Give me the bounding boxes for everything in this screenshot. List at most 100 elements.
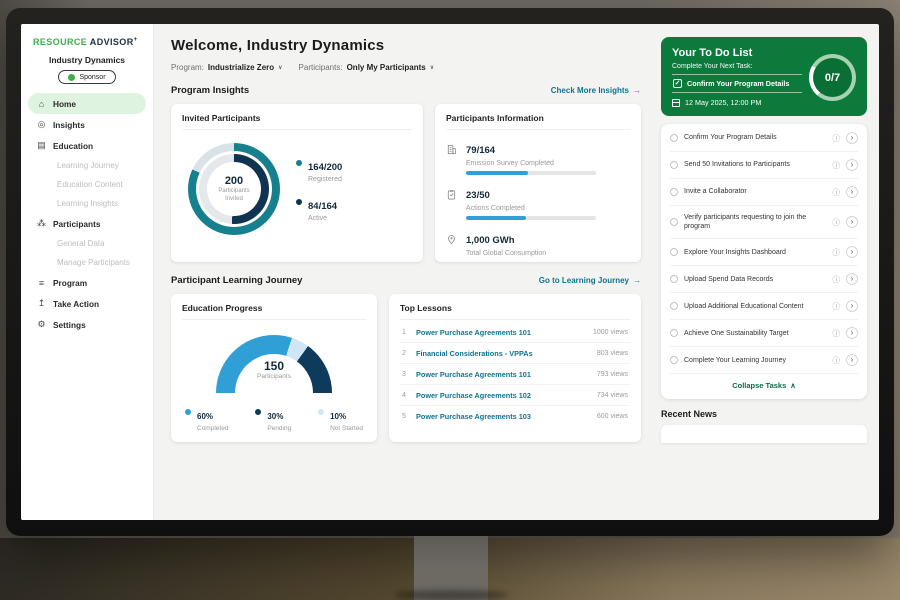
task-row-invite-collaborator[interactable]: Invite a Collaborator ⓘ ›	[670, 179, 858, 206]
sidebar-item-general-data[interactable]: General Data	[28, 234, 146, 253]
task-checkbox[interactable]	[670, 188, 678, 196]
info-icon[interactable]: ⓘ	[832, 355, 841, 365]
task-checkbox[interactable]	[670, 218, 678, 227]
sidebar-item-label: Take Action	[53, 298, 100, 309]
todo-next-task[interactable]: ✓ Confirm Your Program Details	[672, 74, 802, 93]
sidebar-item-education-content[interactable]: Education Content	[28, 175, 146, 194]
filter-bar: Program: Industrialize Zero ∨ Participan…	[171, 63, 641, 72]
sidebar-item-label: Participants	[53, 218, 101, 229]
task-row-upload-educational-content[interactable]: Upload Additional Educational Content ⓘ …	[670, 293, 858, 321]
chevron-right-icon[interactable]: ›	[846, 216, 858, 229]
sidebar-item-learning-journey[interactable]: Learning Journey	[28, 156, 146, 175]
sidebar-nav: ⌂ Home ◎ Insights ▤ Education Learning J…	[21, 93, 153, 335]
info-icon[interactable]: ⓘ	[832, 217, 841, 227]
sidebar-item-settings[interactable]: ⚙ Settings	[28, 314, 146, 335]
info-icon[interactable]: ⓘ	[832, 160, 841, 170]
participants-information-card: Participants Information 79/164 Emission…	[435, 104, 641, 262]
lesson-row[interactable]: 2 Financial Considerations - VPPAs 803 v…	[400, 343, 630, 364]
sidebar-item-participants[interactable]: ⁂ Participants	[28, 213, 146, 234]
todo-subtitle: Complete Your Next Task:	[672, 63, 753, 70]
lesson-row[interactable]: 4 Power Purchase Agreements 102 734 view…	[400, 385, 630, 406]
chevron-down-icon: ∨	[278, 65, 283, 71]
chevron-right-icon[interactable]: ›	[846, 273, 858, 286]
donut-center-label: Participants Invited	[218, 188, 250, 202]
sponsor-badge[interactable]: Sponsor	[58, 70, 116, 84]
clipboard-icon	[446, 185, 458, 205]
sidebar-item-take-action[interactable]: ↥ Take Action	[28, 293, 146, 314]
sidebar-item-education[interactable]: ▤ Education	[28, 135, 146, 156]
gauge-center-value: 150	[263, 359, 285, 373]
logo-secondary: ADVISOR	[89, 37, 134, 47]
participants-dropdown[interactable]: Participants: Only My Participants ∨	[299, 63, 435, 72]
invited-donut-chart: 200 Participants Invited	[188, 143, 280, 235]
task-checkbox[interactable]	[670, 134, 678, 142]
program-dropdown[interactable]: Program: Industrialize Zero ∨	[171, 63, 283, 72]
sidebar-item-program[interactable]: ≡ Program	[28, 272, 146, 293]
task-row-explore-insights[interactable]: Explore Your Insights Dashboard ⓘ ›	[670, 239, 858, 267]
task-row-complete-learning-journey[interactable]: Complete Your Learning Journey ⓘ ›	[670, 347, 858, 375]
lesson-row[interactable]: 5 Power Purchase Agreements 103 600 view…	[402, 411, 628, 421]
participants-value: Only My Participants	[346, 63, 426, 72]
go-to-learning-journey-link[interactable]: Go to Learning Journey →	[538, 276, 641, 285]
task-row-send-invitations[interactable]: Send 50 Invitations to Participants ⓘ ›	[670, 152, 858, 179]
check-more-insights-link[interactable]: Check More Insights →	[550, 86, 641, 95]
chevron-right-icon[interactable]: ›	[846, 354, 858, 367]
sidebar-item-insights[interactable]: ◎ Insights	[28, 114, 146, 135]
sidebar-item-manage-participants[interactable]: Manage Participants	[28, 253, 146, 272]
task-row-achieve-sustainability-target[interactable]: Achieve One Sustainability Target ⓘ ›	[670, 320, 858, 348]
chevron-right-icon[interactable]: ›	[846, 132, 858, 144]
info-icon[interactable]: ⓘ	[832, 247, 841, 257]
todo-title: Your To Do List	[672, 47, 753, 59]
task-checkbox[interactable]	[670, 161, 678, 169]
logo-primary: RESOURCE	[33, 37, 88, 47]
sidebar-item-learning-insights[interactable]: Learning Insights	[28, 194, 146, 213]
lesson-link[interactable]: Financial Considerations - VPPAs	[416, 348, 533, 358]
sidebar-item-home[interactable]: ⌂ Home	[28, 93, 146, 114]
arrow-right-icon: →	[633, 276, 641, 285]
legend-item-pending: 30% Pending	[255, 406, 291, 432]
task-checkbox[interactable]	[670, 356, 678, 365]
sidebar-item-label: Education Content	[57, 180, 123, 189]
main-content: Welcome, Industry Dynamics Program: Indu…	[154, 24, 651, 520]
program-insights-title: Program Insights	[171, 85, 250, 96]
info-icon[interactable]: ⓘ	[832, 133, 841, 143]
task-row-upload-spend-data[interactable]: Upload Spend Data Records ⓘ ›	[670, 266, 858, 294]
info-icon[interactable]: ⓘ	[832, 328, 841, 338]
home-icon: ⌂	[38, 98, 45, 109]
task-row-verify-participants[interactable]: Verify participants requesting to join t…	[670, 206, 858, 240]
card-title: Education Progress	[182, 303, 366, 320]
todo-tasks-card: Confirm Your Program Details ⓘ › Send 50…	[661, 124, 867, 400]
resource-advisor-logo: RESOURCE ADVISOR+	[21, 34, 153, 53]
chevron-right-icon[interactable]: ›	[846, 186, 858, 198]
lesson-row[interactable]: 3 Power Purchase Agreements 101 793 view…	[400, 364, 630, 385]
collapse-tasks-button[interactable]: Collapse Tasks ∧	[732, 381, 796, 391]
legend-item-registered: 164/200 Registered	[296, 157, 342, 183]
chevron-right-icon[interactable]: ›	[846, 300, 858, 313]
task-checkbox[interactable]	[670, 275, 678, 284]
lesson-link[interactable]: Power Purchase Agreements 103	[416, 411, 531, 421]
check-icon: ✓	[673, 79, 682, 88]
chevron-right-icon[interactable]: ›	[846, 159, 858, 171]
sidebar-item-label: Manage Participants	[57, 258, 130, 267]
education-icon: ▤	[37, 140, 46, 150]
legend-dot	[296, 159, 302, 166]
task-checkbox[interactable]	[670, 302, 678, 311]
lesson-row[interactable]: 1 Power Purchase Agreements 101 1000 vie…	[400, 322, 630, 343]
legend-item-active: 84/164 Active	[296, 196, 342, 222]
task-checkbox[interactable]	[670, 329, 678, 338]
info-icon[interactable]: ⓘ	[832, 274, 841, 284]
sidebar-item-label: General Data	[57, 239, 105, 248]
lesson-link[interactable]: Power Purchase Agreements 101	[416, 369, 531, 379]
task-row-confirm-program[interactable]: Confirm Your Program Details ⓘ ›	[670, 125, 858, 152]
card-title: Participants Information	[446, 113, 630, 130]
task-checkbox[interactable]	[670, 248, 678, 257]
info-icon[interactable]: ⓘ	[832, 187, 841, 197]
chevron-right-icon[interactable]: ›	[846, 327, 858, 340]
donut-center-value: 200	[224, 175, 244, 188]
chevron-right-icon[interactable]: ›	[846, 246, 858, 259]
sidebar-item-label: Settings	[53, 319, 86, 330]
lesson-link[interactable]: Power Purchase Agreements 102	[416, 390, 531, 400]
lesson-link[interactable]: Power Purchase Agreements 101	[416, 327, 531, 337]
info-icon[interactable]: ⓘ	[832, 301, 841, 311]
location-pin-icon	[446, 230, 458, 250]
